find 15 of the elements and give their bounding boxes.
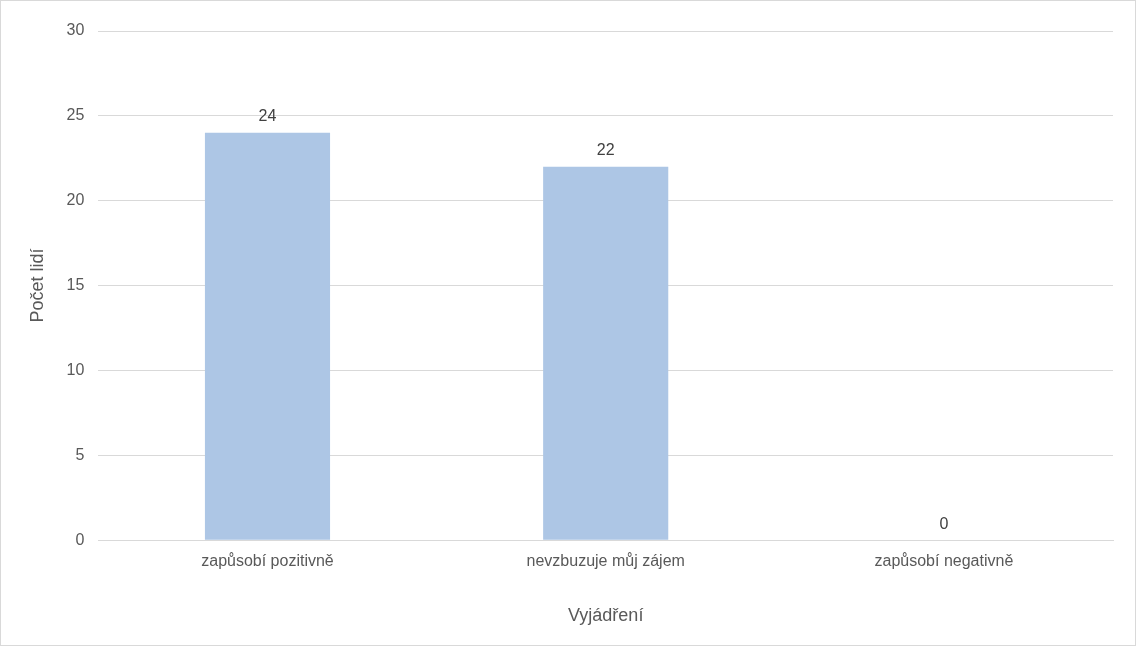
y-tick-label: 15 (66, 276, 85, 294)
y-axis-title: Počet lidí (26, 248, 47, 323)
data-label: 0 (939, 514, 949, 532)
data-label: 24 (258, 107, 277, 125)
y-tick-label: 5 (75, 445, 85, 463)
x-axis-title: Vyjádření (568, 605, 644, 626)
y-tick-label: 30 (66, 21, 85, 39)
y-tick-label: 0 (75, 530, 85, 548)
y-tick-label: 10 (66, 360, 85, 378)
x-tick-label: zapůsobí pozitivně (201, 552, 334, 570)
x-tick-label: zapůsobí negativně (874, 552, 1014, 570)
x-tick-label: nevzbuzuje můj zájem (526, 552, 685, 570)
data-label: 22 (596, 141, 615, 159)
y-tick-label: 20 (66, 191, 85, 209)
y-tick-label: 25 (66, 106, 85, 124)
